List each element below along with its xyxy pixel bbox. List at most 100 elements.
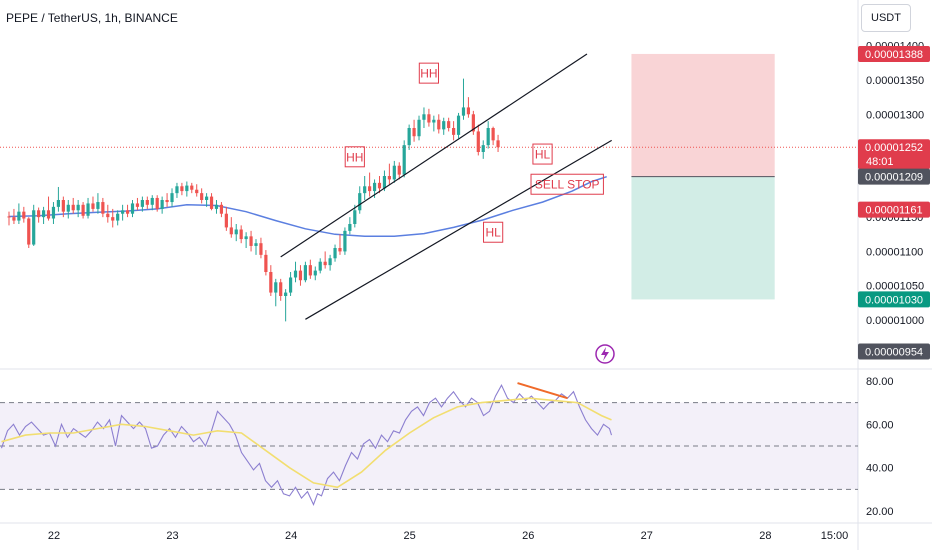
candle	[185, 181, 189, 197]
candle-body	[333, 248, 337, 259]
time-tick-label: 28	[759, 530, 771, 542]
candle-body	[150, 197, 154, 205]
take-profit-zone	[631, 176, 775, 300]
candle	[130, 200, 135, 218]
candle-body	[382, 176, 387, 189]
candle-body	[66, 204, 70, 212]
candle	[66, 200, 70, 219]
price-axis-label: 0.00001388	[858, 45, 930, 62]
candle	[116, 210, 120, 226]
candle-body	[61, 200, 65, 212]
candle	[32, 204, 36, 246]
candle-body	[71, 204, 75, 211]
candle	[422, 107, 426, 128]
candle-body	[86, 203, 90, 216]
candle	[214, 200, 219, 214]
price-axis-label-text: 0.00001030	[865, 294, 923, 306]
candle	[121, 204, 125, 221]
candle-body	[461, 107, 466, 116]
candle-body	[427, 114, 431, 123]
candle-body	[293, 270, 298, 278]
candle-body	[91, 203, 95, 209]
candle	[106, 204, 110, 223]
candle-body	[397, 165, 401, 175]
candle-body	[274, 282, 278, 293]
candle	[288, 272, 293, 296]
candle	[155, 195, 159, 212]
candle	[234, 224, 238, 242]
candle-body	[135, 203, 140, 207]
price-axis-label: 0.00001209	[858, 168, 930, 185]
candle-body	[76, 204, 80, 211]
candle	[22, 206, 26, 223]
candle	[481, 140, 485, 159]
annotation-text: HL	[535, 148, 551, 162]
candle	[41, 206, 46, 224]
candle	[165, 193, 169, 207]
candle-body	[308, 265, 312, 276]
candle	[274, 278, 278, 307]
price-axis-label: 0.00000954	[858, 343, 930, 360]
candle	[244, 232, 248, 248]
symbol-header: PEPE / TetherUS, 1h, BINANCE	[6, 11, 178, 25]
candle	[224, 206, 228, 231]
candle-body	[288, 277, 293, 293]
candle-body	[303, 265, 307, 281]
candle	[323, 251, 327, 269]
candle	[303, 261, 307, 283]
candle-body	[160, 200, 164, 209]
candle-body	[432, 119, 436, 123]
price-tick-label: 0.00001300	[866, 109, 924, 121]
candle-body	[392, 165, 396, 180]
candle	[175, 182, 179, 198]
candle	[491, 126, 495, 146]
candle-body	[96, 202, 100, 209]
candle-body	[234, 229, 238, 235]
candle	[293, 261, 298, 283]
candle-body	[145, 200, 149, 205]
candle-body	[244, 236, 248, 240]
candle	[269, 265, 273, 296]
candle	[466, 97, 471, 118]
price-tick-label: 0.00001000	[866, 315, 924, 327]
candle-body	[106, 213, 110, 218]
price-axis-label-text: 0.00001161	[865, 205, 922, 217]
candle-body	[338, 248, 342, 252]
candle	[298, 265, 303, 286]
candle-body	[353, 210, 357, 224]
candle-body	[437, 119, 441, 130]
candle	[160, 196, 164, 214]
annotation-box	[532, 143, 553, 165]
annotation-text: HH	[346, 150, 363, 164]
candle	[37, 207, 41, 223]
candle-body	[284, 292, 288, 296]
candle-body	[348, 224, 352, 231]
currency-button[interactable]: USDT	[861, 4, 911, 32]
candle-body	[17, 211, 21, 221]
candle	[101, 197, 105, 218]
candle-body	[323, 261, 327, 266]
candle-body	[200, 193, 204, 200]
candle	[61, 196, 65, 218]
candle	[308, 259, 312, 279]
candle-body	[368, 186, 372, 192]
candle	[496, 134, 500, 152]
candle-body	[214, 204, 219, 209]
candle-body	[298, 270, 303, 281]
candle	[417, 115, 421, 141]
candle	[86, 197, 90, 219]
candle-body	[27, 218, 31, 245]
candle-body	[442, 121, 446, 130]
candle	[284, 289, 288, 322]
candle	[368, 172, 372, 197]
candle	[333, 244, 337, 262]
candle-body	[447, 121, 451, 128]
candle-body	[372, 182, 377, 192]
annotation-box	[483, 221, 504, 243]
candle	[91, 196, 95, 212]
stop-loss-zone	[631, 53, 775, 177]
candle-body	[155, 197, 159, 209]
candle	[442, 117, 446, 135]
candle-body	[224, 213, 228, 228]
